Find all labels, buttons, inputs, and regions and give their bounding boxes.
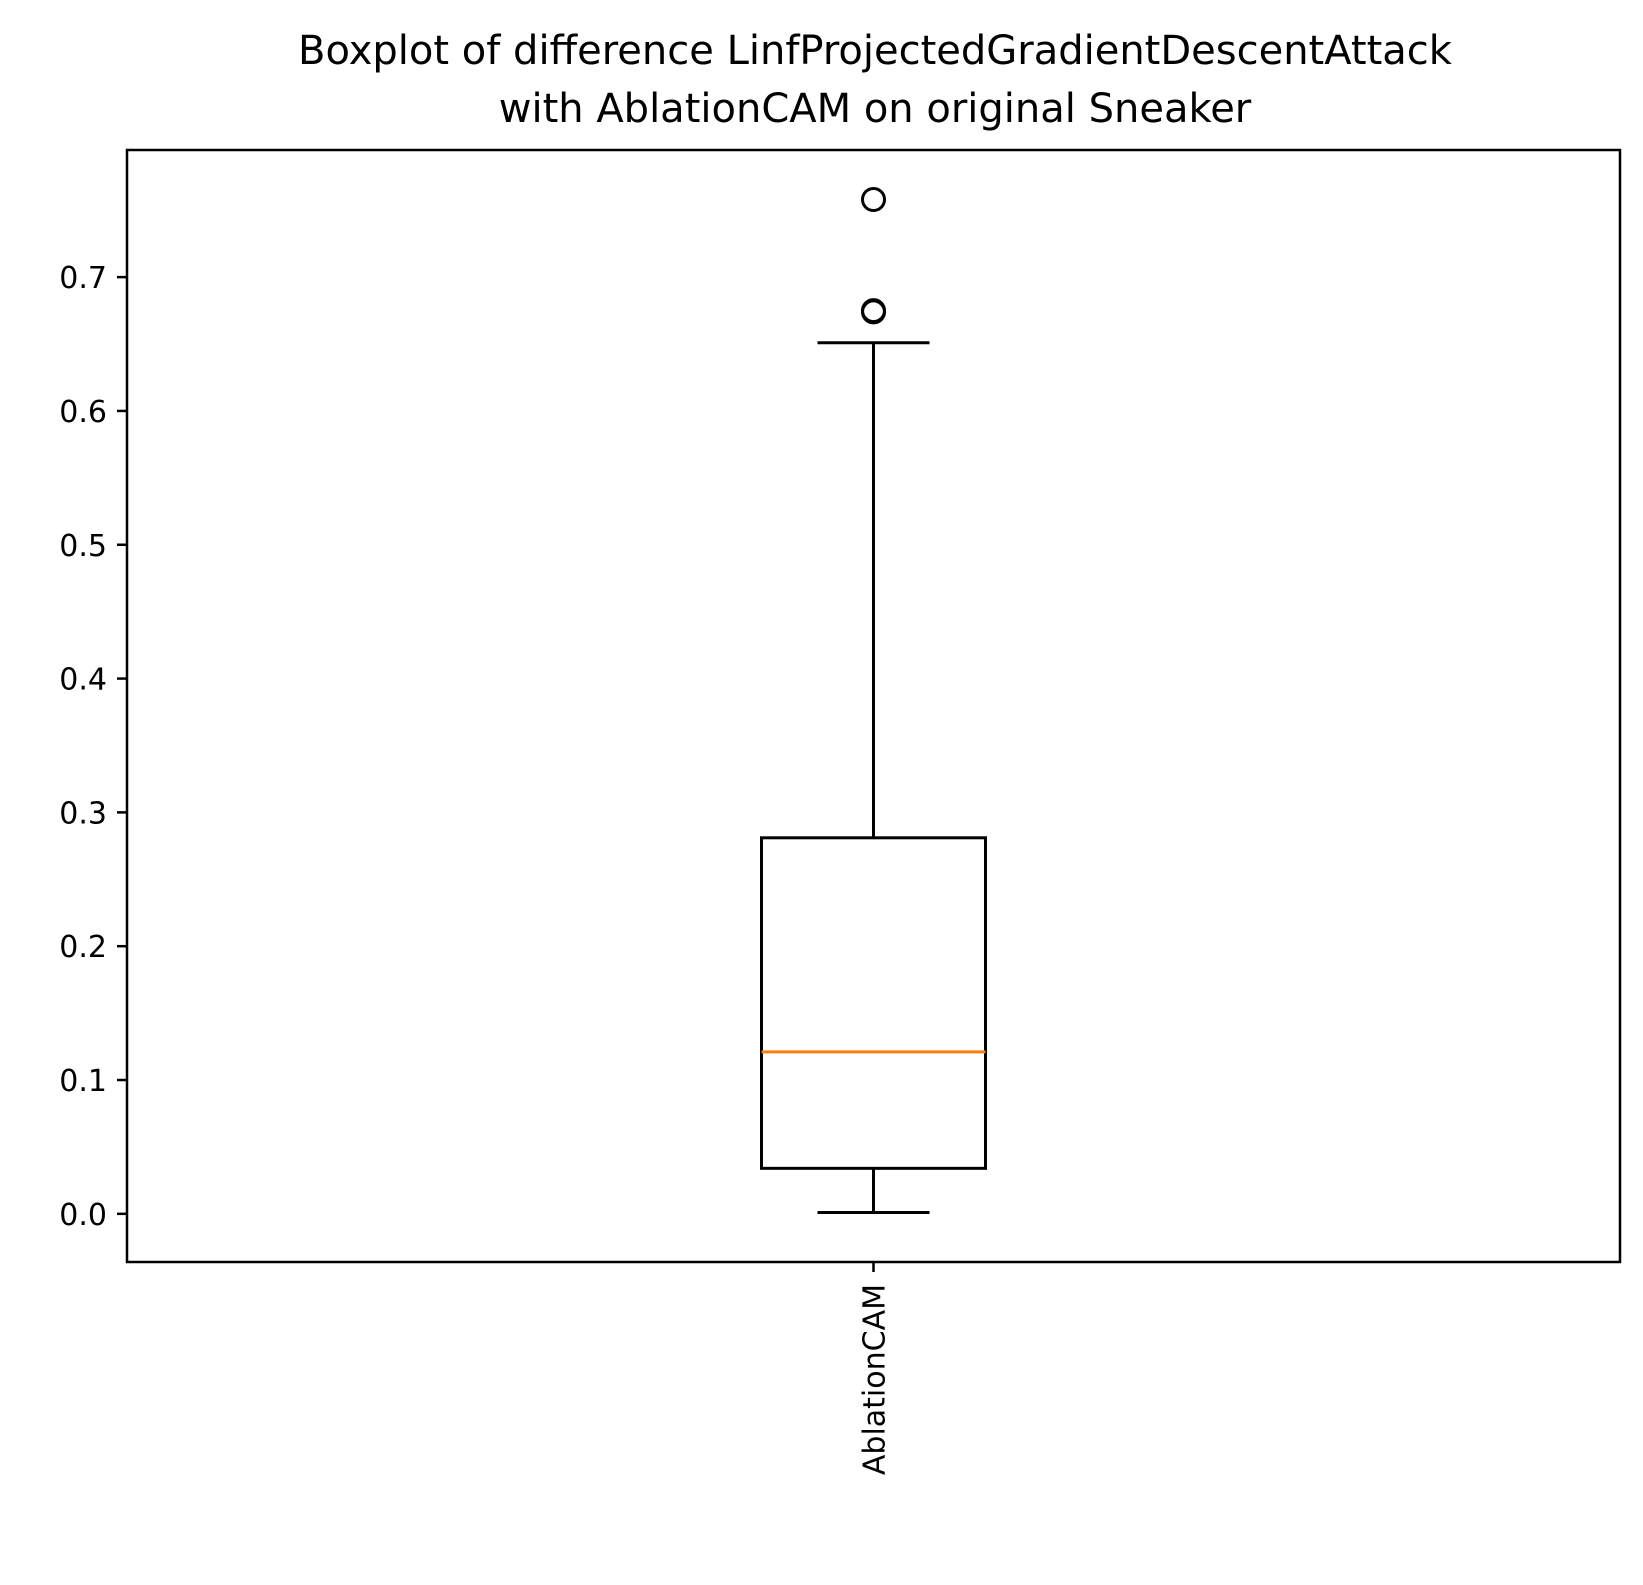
y-tick-label: 0.6 xyxy=(59,395,107,430)
y-tick-label: 0.3 xyxy=(59,796,107,831)
outlier-point xyxy=(861,187,886,213)
y-tick-label: 0.0 xyxy=(59,1198,107,1233)
chart-title-line-2: with AblationCAM on original Sneaker xyxy=(499,86,1252,132)
y-tick-label: 0.1 xyxy=(59,1064,107,1099)
y-tick-label: 0.7 xyxy=(59,261,107,296)
y-tick-label: 0.4 xyxy=(59,663,107,698)
y-tick-label: 0.5 xyxy=(59,529,107,564)
plot-area: 0.0 0.1 0.2 0.3 0.4 0.5 0.6 0.7 AblationCAM xyxy=(59,148,1622,1475)
y-tick-label: 0.2 xyxy=(59,930,107,965)
x-tick-label: AblationCAM xyxy=(858,1284,893,1475)
outlier-point xyxy=(861,298,886,324)
chart-title-line-1: Boxplot of difference LinfProjectedGradi… xyxy=(298,28,1453,74)
iqr-box xyxy=(760,836,987,1170)
